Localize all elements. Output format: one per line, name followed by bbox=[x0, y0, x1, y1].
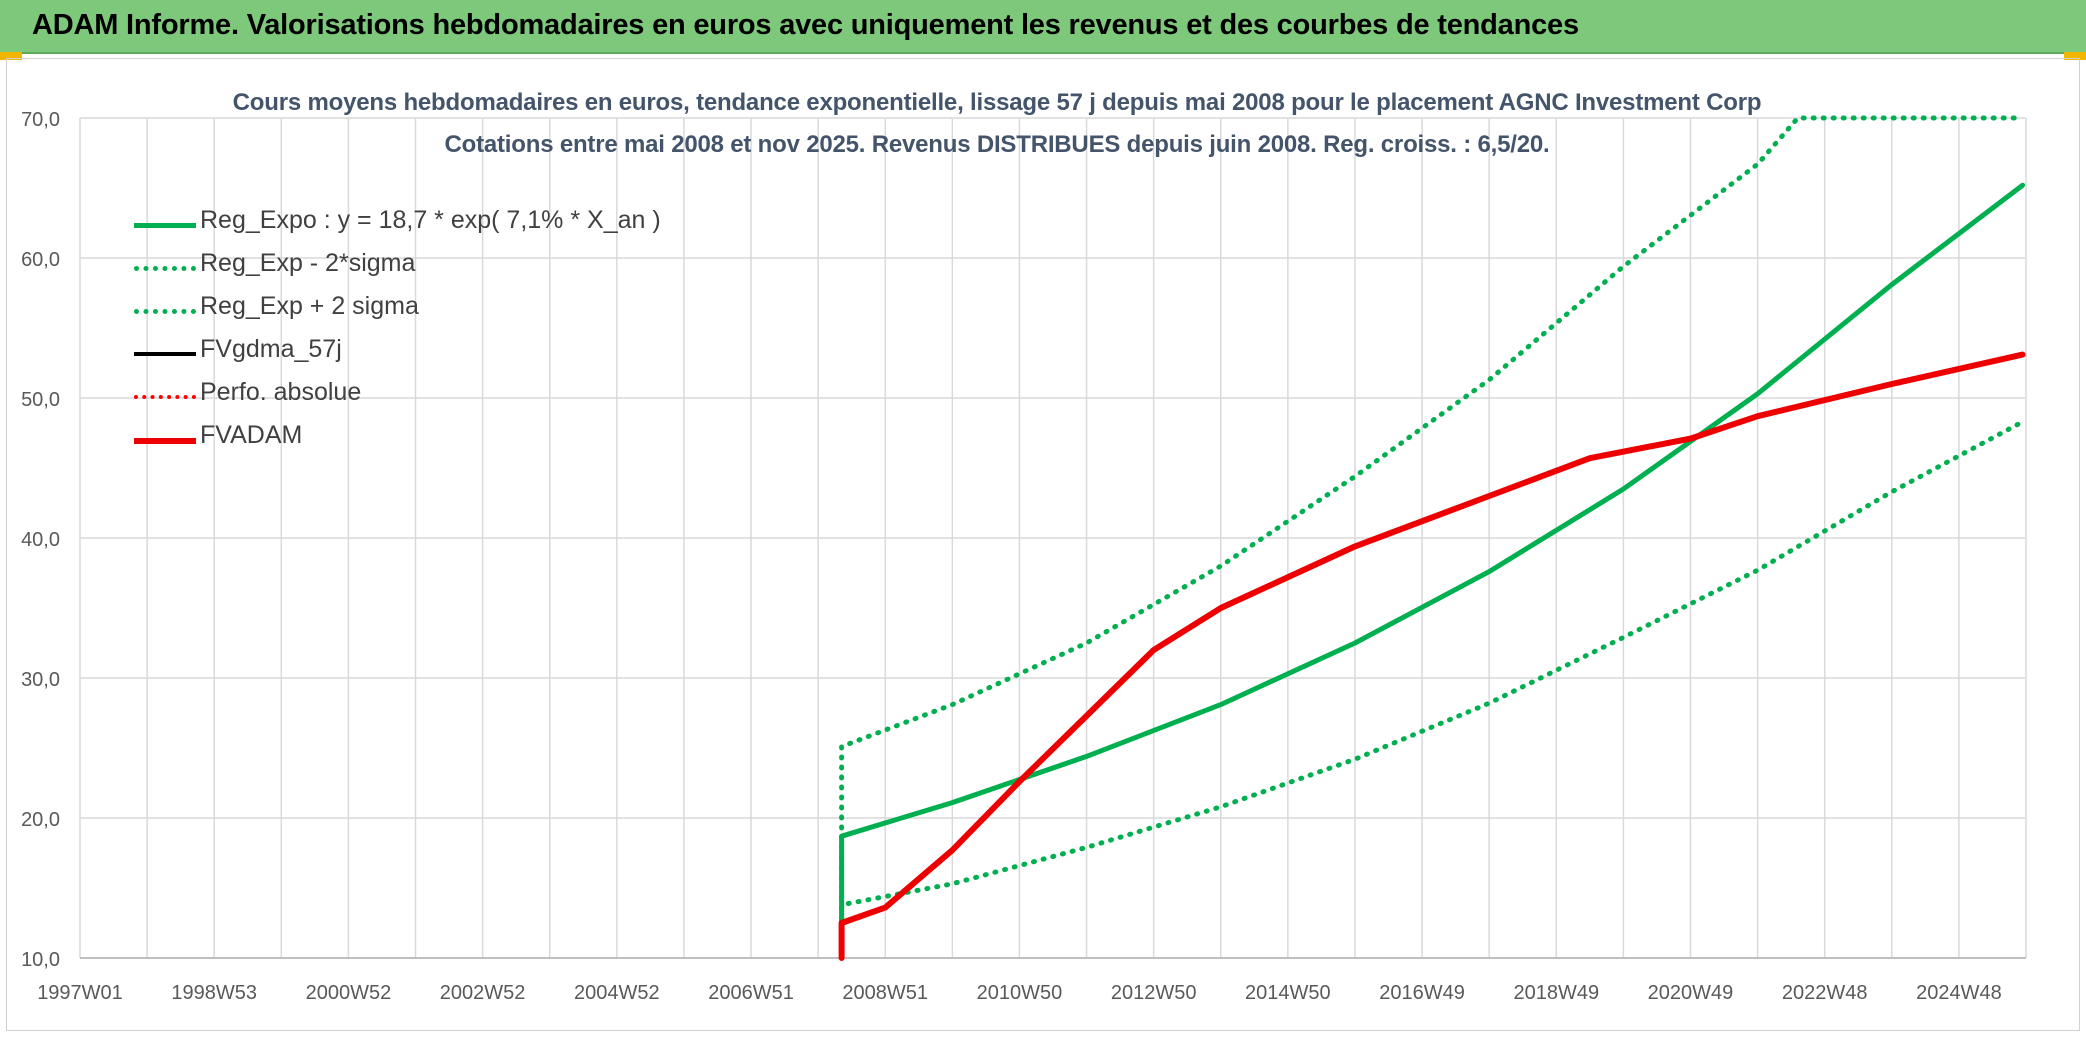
legend-label: Perfo. absolue bbox=[200, 378, 362, 406]
x-tick-label: 1998W53 bbox=[171, 982, 257, 1004]
y-tick-label: 50,0 bbox=[21, 389, 60, 411]
y-tick-label: 10,0 bbox=[21, 949, 60, 971]
legend-swatch bbox=[134, 223, 196, 228]
chart-grid bbox=[79, 117, 2027, 959]
y-tick-label: 20,0 bbox=[21, 809, 60, 831]
chart-title: Cours moyens hebdomadaires en euros, ten… bbox=[232, 89, 1762, 116]
report-title: ADAM Informe. Valorisations hebdomadaire… bbox=[32, 9, 1579, 41]
chart-subtitle: Cotations entre mai 2008 et nov 2025. Re… bbox=[444, 131, 1550, 158]
y-tick-label: 60,0 bbox=[21, 249, 60, 271]
x-tick-label: 2008W51 bbox=[842, 982, 928, 1004]
series-line-1 bbox=[839, 419, 2026, 961]
x-tick-label: 2006W51 bbox=[708, 982, 794, 1004]
y-tick-label: 70,0 bbox=[21, 109, 60, 131]
legend-swatch bbox=[134, 352, 196, 356]
legend-label: Reg_Expo : y = 18,7 * exp( 7,1% * X_an ) bbox=[200, 206, 661, 234]
legend-swatch bbox=[134, 395, 196, 399]
legend-swatch bbox=[134, 309, 196, 314]
x-tick-label: 1997W01 bbox=[37, 982, 123, 1004]
legend-swatch bbox=[134, 266, 196, 271]
x-tick-label: 2024W48 bbox=[1916, 982, 2002, 1004]
report-banner: ADAM Informe. Valorisations hebdomadaire… bbox=[0, 0, 2086, 54]
legend-label: Reg_Exp + 2 sigma bbox=[200, 292, 419, 320]
x-tick-label: 2002W52 bbox=[440, 982, 526, 1004]
x-tick-label: 2016W49 bbox=[1379, 982, 1465, 1004]
chart-frame bbox=[6, 58, 2080, 1031]
x-tick-label: 2018W49 bbox=[1513, 982, 1599, 1004]
legend-swatch bbox=[134, 438, 196, 444]
x-tick-label: 2020W49 bbox=[1648, 982, 1734, 1004]
corner-marker-left bbox=[0, 52, 22, 60]
x-tick-label: 2010W50 bbox=[977, 982, 1063, 1004]
x-tick-label: 2014W50 bbox=[1245, 982, 1331, 1004]
chart-axes: 10,0 20,0 30,0 40,0 50,0 60,0 70,0 1997W01 1998W… bbox=[21, 109, 2026, 1004]
chart-series bbox=[838, 115, 2026, 961]
y-tick-label: 30,0 bbox=[21, 669, 60, 691]
x-tick-label: 2000W52 bbox=[306, 982, 392, 1004]
x-tick-label: 2012W50 bbox=[1111, 982, 1197, 1004]
series-line-5 bbox=[838, 351, 2026, 961]
legend-label: FVADAM bbox=[200, 421, 303, 449]
x-tick-label: 2004W52 bbox=[574, 982, 660, 1004]
series-line-2 bbox=[839, 115, 2026, 961]
legend-label: FVgdma_57j bbox=[200, 335, 342, 363]
legend-label: Reg_Exp - 2*sigma bbox=[200, 249, 416, 277]
corner-marker-right bbox=[2064, 52, 2086, 60]
series-line-0 bbox=[839, 182, 2026, 961]
x-tick-label: 2022W48 bbox=[1782, 982, 1868, 1004]
y-tick-label: 40,0 bbox=[21, 529, 60, 551]
